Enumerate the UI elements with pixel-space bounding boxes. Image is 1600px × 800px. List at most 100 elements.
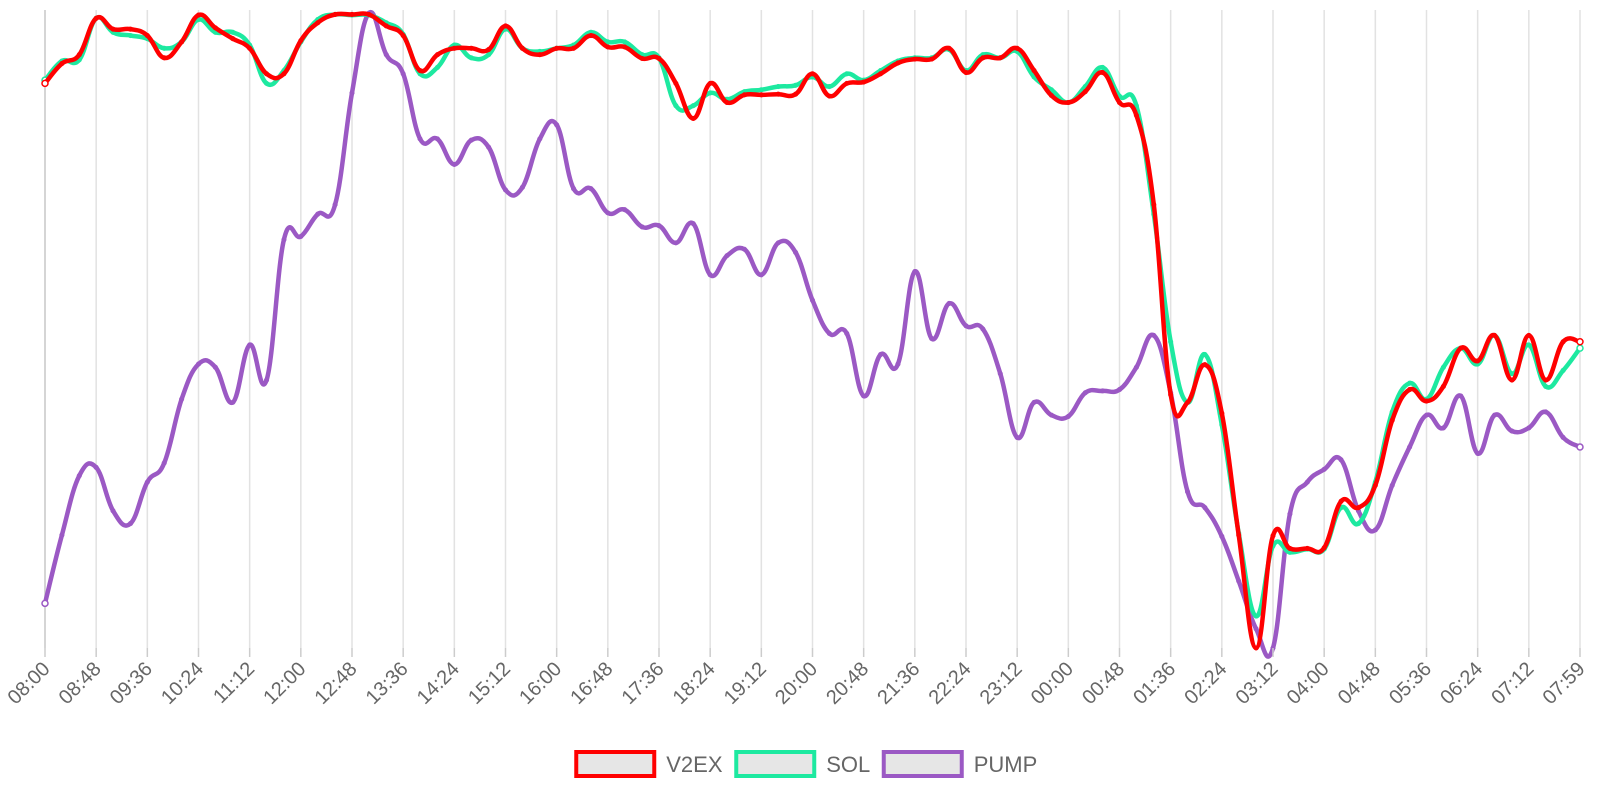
data-point <box>656 55 662 62</box>
data-point <box>1219 410 1225 416</box>
data-point <box>690 221 696 227</box>
series-lines <box>41 10 1584 659</box>
data-point <box>332 11 338 18</box>
data-point <box>1492 332 1498 338</box>
x-tick-label: 08:00 <box>4 658 55 709</box>
data-point <box>502 23 509 29</box>
data-point <box>1423 398 1430 404</box>
data-point <box>400 32 406 39</box>
legend[interactable]: V2EX SOL PUMP <box>574 750 1038 778</box>
data-point <box>639 55 645 62</box>
data-point <box>1304 545 1310 552</box>
x-tick-label: 18:24 <box>669 658 720 709</box>
x-tick-label: 12:00 <box>259 658 310 709</box>
data-point <box>1407 380 1413 386</box>
data-point <box>929 56 935 62</box>
data-point <box>434 136 440 142</box>
data-point <box>1065 413 1071 419</box>
data-point <box>315 211 321 217</box>
data-point <box>434 64 440 70</box>
data-point <box>724 99 730 106</box>
data-point <box>690 103 696 109</box>
data-point <box>59 532 65 538</box>
data-point <box>1321 545 1327 551</box>
data-point <box>1338 498 1344 504</box>
data-point <box>1355 521 1361 527</box>
data-point <box>468 45 474 51</box>
data-point <box>622 44 628 50</box>
x-tick-label: 12:48 <box>311 658 362 709</box>
legend-item-sol[interactable]: SOL <box>734 750 870 778</box>
data-point <box>1253 626 1259 632</box>
data-point <box>980 55 986 61</box>
data-point <box>741 92 747 98</box>
data-point <box>93 15 99 21</box>
data-point <box>1526 342 1532 348</box>
data-point <box>622 207 628 213</box>
data-point <box>1065 99 1071 106</box>
x-axis-ticks: 08:00 08:48 09:36 10:24 11:12 12:00 12:48 13:36… <box>4 648 1590 709</box>
data-point <box>1560 367 1566 374</box>
data-point <box>605 210 611 216</box>
data-point <box>1202 505 1208 511</box>
data-point <box>1031 399 1037 405</box>
legend-item-v2ex[interactable]: V2EX <box>574 750 723 778</box>
data-point <box>895 361 901 367</box>
x-tick-label: 07:12 <box>1487 658 1538 709</box>
series-v2ex <box>41 11 1584 651</box>
data-point <box>1253 613 1259 619</box>
data-point <box>41 599 49 608</box>
legend-swatch <box>574 750 657 778</box>
grid-lines <box>44 10 1581 648</box>
data-point <box>41 79 49 88</box>
data-point <box>793 91 799 97</box>
data-point <box>1440 383 1446 389</box>
x-tick-label: 16:00 <box>515 658 566 709</box>
data-point <box>912 56 918 62</box>
x-tick-label: 01:36 <box>1129 658 1180 709</box>
data-point <box>537 52 543 58</box>
data-point <box>1202 351 1208 358</box>
data-point <box>1168 339 1174 345</box>
data-point <box>332 202 338 208</box>
data-point <box>1048 92 1054 99</box>
data-point <box>1100 388 1106 394</box>
data-point <box>59 61 65 67</box>
data-point <box>161 55 167 61</box>
data-point <box>1509 377 1515 383</box>
data-point <box>1543 383 1549 389</box>
data-point <box>1253 645 1259 651</box>
data-point <box>1236 532 1242 538</box>
data-point <box>486 52 492 58</box>
data-point <box>451 161 457 167</box>
data-point <box>1270 533 1276 539</box>
x-tick-label: 10:24 <box>157 658 208 709</box>
x-tick-label: 19:12 <box>720 658 771 709</box>
data-point <box>417 136 423 142</box>
legend-item-pump[interactable]: PUMP <box>881 750 1038 778</box>
data-point <box>793 82 799 88</box>
x-tick-label: 02:24 <box>1180 658 1231 709</box>
data-point <box>1338 457 1344 463</box>
data-point <box>519 45 525 51</box>
data-point <box>775 91 781 97</box>
data-point <box>826 330 832 337</box>
data-point <box>247 45 253 51</box>
data-point <box>1048 412 1054 418</box>
data-point <box>366 11 372 18</box>
data-point <box>878 71 884 77</box>
data-point <box>383 52 389 58</box>
data-point <box>1492 412 1498 418</box>
data-point <box>588 32 594 39</box>
data-point <box>1440 425 1446 431</box>
data-point <box>1440 364 1446 370</box>
data-point <box>775 84 781 90</box>
data-point <box>1576 344 1584 352</box>
data-point <box>895 60 901 66</box>
x-tick-label: 00:00 <box>1027 658 1078 709</box>
data-point <box>1133 112 1139 118</box>
data-point <box>1423 412 1430 418</box>
data-point <box>963 323 969 329</box>
data-point <box>1304 479 1310 485</box>
